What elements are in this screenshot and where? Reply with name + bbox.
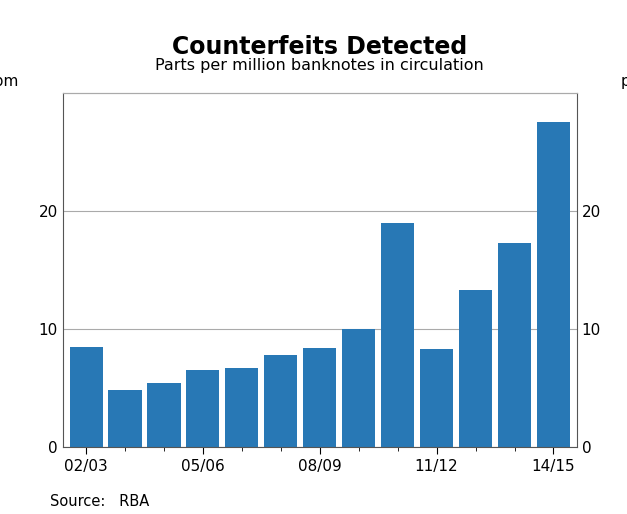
- Bar: [537, 122, 570, 447]
- Title: Counterfeits Detected: Counterfeits Detected: [172, 34, 467, 59]
- Text: ppm: ppm: [0, 74, 19, 89]
- Bar: [381, 223, 414, 447]
- Bar: [225, 368, 258, 447]
- Bar: [186, 370, 219, 447]
- Bar: [420, 349, 453, 447]
- Bar: [70, 346, 103, 447]
- Bar: [264, 355, 297, 447]
- Bar: [498, 243, 531, 447]
- Bar: [342, 329, 376, 447]
- Bar: [459, 290, 492, 447]
- Bar: [108, 391, 142, 447]
- Bar: [147, 383, 181, 447]
- Bar: [303, 348, 336, 447]
- Text: ppm: ppm: [621, 74, 627, 89]
- Text: Parts per million banknotes in circulation: Parts per million banknotes in circulati…: [155, 58, 484, 73]
- Text: Source:   RBA: Source: RBA: [50, 494, 149, 509]
